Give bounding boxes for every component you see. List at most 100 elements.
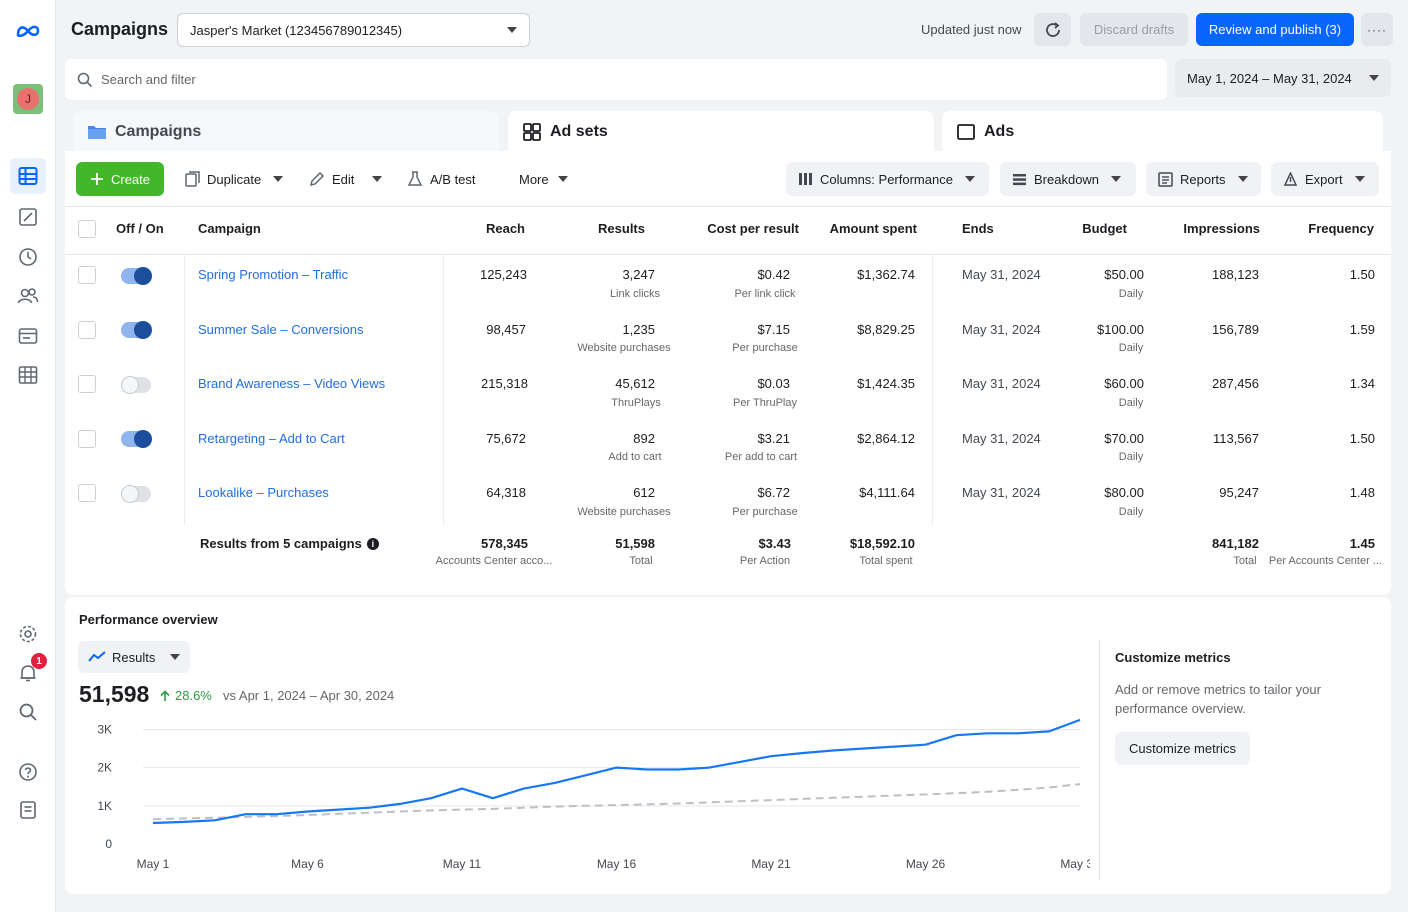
chevron-down-icon bbox=[273, 176, 284, 182]
notifications-bell-icon[interactable] bbox=[10, 655, 46, 691]
date-range-label: May 1, 2024 – May 31, 2024 bbox=[1187, 70, 1352, 86]
campaign-name-link[interactable]: Spring Promotion – Traffic bbox=[198, 267, 349, 282]
discard-drafts-button[interactable]: Discard drafts bbox=[1080, 13, 1188, 46]
metric-label: Results bbox=[112, 649, 156, 665]
tab-ad-sets[interactable]: Ad sets bbox=[508, 111, 934, 153]
billing-icon[interactable] bbox=[10, 318, 46, 354]
row-checkbox[interactable] bbox=[78, 375, 96, 393]
reports-button[interactable]: Reports bbox=[1146, 162, 1261, 196]
export-button[interactable]: Export bbox=[1271, 162, 1379, 196]
campaign-name-link[interactable]: Brand Awareness – Video Views bbox=[198, 376, 386, 391]
account-avatar[interactable]: J bbox=[13, 84, 43, 114]
campaign-toggle[interactable] bbox=[121, 321, 152, 339]
audience-icon[interactable] bbox=[10, 278, 46, 314]
column-header-amount-spent[interactable]: Amount spent bbox=[829, 221, 917, 236]
chevron-down-icon bbox=[372, 176, 383, 182]
total-results-note: Total bbox=[629, 555, 653, 567]
cost-per-result-type: Per add to cart bbox=[724, 451, 798, 463]
row-checkbox[interactable] bbox=[78, 266, 96, 284]
more-options-button[interactable]: ···· bbox=[1361, 13, 1393, 46]
frequency-value: 1.59 bbox=[1349, 322, 1375, 337]
column-header-frequency[interactable]: Frequency bbox=[1308, 221, 1374, 236]
total-reach-note: Accounts Center acco... bbox=[435, 555, 553, 567]
refresh-button[interactable] bbox=[1034, 13, 1071, 46]
results-line-chart: 0 1K 2K 3K May 1 May 6 May 11 May 16 May 21 May 2… bbox=[97, 718, 1090, 871]
create-button[interactable]: Create bbox=[76, 162, 164, 196]
report-icon bbox=[1158, 171, 1173, 187]
toggle-knob bbox=[121, 485, 139, 503]
review-and-publish-button[interactable]: Review and publish (3) bbox=[1196, 13, 1354, 46]
campaigns-table-panel bbox=[65, 151, 1391, 595]
campaign-name-link[interactable]: Summer Sale – Conversions bbox=[198, 322, 364, 337]
more-label: More bbox=[519, 171, 549, 187]
row-checkbox[interactable] bbox=[78, 321, 96, 339]
x-tick-label: May 31 bbox=[1060, 857, 1090, 871]
campaign-toggle[interactable] bbox=[121, 267, 152, 285]
campaign-toggle[interactable] bbox=[121, 485, 151, 503]
x-tick-label: May 6 bbox=[291, 857, 324, 871]
search-placeholder: Search and filter bbox=[101, 72, 196, 87]
toggle-knob bbox=[134, 321, 152, 339]
tab-ads[interactable]: Ads bbox=[942, 111, 1383, 153]
search-icon[interactable] bbox=[10, 694, 46, 730]
row-checkbox[interactable] bbox=[78, 484, 96, 502]
previous-period-line bbox=[152, 783, 1081, 821]
impressions-value: 113,567 bbox=[1212, 431, 1259, 446]
y-tick-label: 3K bbox=[97, 722, 112, 736]
total-frequency-note: Per Accounts Center ... bbox=[1268, 555, 1382, 567]
toggle-knob bbox=[134, 267, 152, 285]
chevron-down-icon bbox=[170, 654, 180, 660]
account-selector[interactable]: Jasper's Market (123456789012345) bbox=[177, 13, 530, 47]
columns-label: Columns: Performance bbox=[820, 171, 953, 187]
select-all-checkbox[interactable] bbox=[78, 220, 96, 238]
total-reach: 578,345 bbox=[481, 536, 528, 551]
campaign-name-link[interactable]: Retargeting – Add to Cart bbox=[198, 431, 345, 446]
column-header-cost-per-result[interactable]: Cost per result bbox=[707, 221, 799, 236]
create-label: Create bbox=[110, 171, 151, 187]
column-header-budget[interactable]: Budget bbox=[1082, 221, 1127, 236]
column-header-ends[interactable]: Ends bbox=[962, 221, 994, 236]
info-icon[interactable]: i bbox=[366, 537, 379, 550]
impressions-value: 156,789 bbox=[1212, 322, 1259, 337]
column-divider bbox=[443, 255, 444, 525]
budget-value: $70.00 bbox=[1104, 431, 1144, 446]
results-value: 892 bbox=[633, 431, 655, 446]
results-value: 45,612 bbox=[615, 376, 655, 391]
column-header-impressions[interactable]: Impressions bbox=[1183, 221, 1260, 236]
edit-icon[interactable] bbox=[10, 199, 46, 235]
clock-icon[interactable] bbox=[10, 239, 46, 275]
chevron-down-icon bbox=[1111, 176, 1122, 182]
campaign-toggle[interactable] bbox=[121, 430, 152, 448]
metric-selector[interactable]: Results bbox=[78, 641, 190, 673]
tab-campaigns[interactable]: Campaigns bbox=[73, 111, 499, 153]
duplicate-button[interactable]: Duplicate bbox=[185, 162, 284, 196]
date-range-picker[interactable]: May 1, 2024 – May 31, 2024 bbox=[1175, 59, 1391, 97]
campaign-toggle[interactable] bbox=[121, 376, 151, 394]
columns-button[interactable]: Columns: Performance bbox=[786, 162, 989, 196]
columns-icon bbox=[799, 173, 812, 185]
pages-icon[interactable] bbox=[10, 792, 46, 828]
reports-grid-icon[interactable] bbox=[10, 357, 46, 393]
results-type: Website purchases bbox=[577, 506, 671, 518]
ads-manager-icon[interactable] bbox=[10, 158, 46, 194]
more-actions-button[interactable]: More bbox=[519, 162, 568, 196]
row-checkbox[interactable] bbox=[78, 430, 96, 448]
duplicate-label: Duplicate bbox=[207, 171, 262, 187]
help-icon[interactable] bbox=[10, 754, 46, 790]
campaign-name-link[interactable]: Lookalike – Purchases bbox=[198, 485, 329, 500]
ab-test-button[interactable]: A/B test bbox=[407, 162, 476, 196]
ends-date: May 31, 2024 bbox=[962, 322, 1041, 337]
customize-metrics-button[interactable]: Customize metrics bbox=[1115, 732, 1250, 765]
results-value: 1,235 bbox=[622, 322, 655, 337]
column-header-results[interactable]: Results bbox=[598, 221, 645, 236]
cost-per-result-type: Per ThruPlay bbox=[733, 397, 797, 409]
edit-button[interactable]: Edit bbox=[309, 162, 383, 196]
column-header-off-on[interactable]: Off / On bbox=[116, 221, 164, 236]
column-header-campaign[interactable]: Campaign bbox=[198, 221, 261, 236]
column-header-reach[interactable]: Reach bbox=[485, 221, 525, 236]
meta-logo-icon[interactable] bbox=[10, 13, 46, 49]
settings-gear-icon[interactable] bbox=[10, 616, 46, 652]
search-and-filter-bar[interactable]: Search and filter bbox=[65, 59, 1167, 100]
current-period-line bbox=[152, 718, 1081, 825]
breakdown-button[interactable]: Breakdown bbox=[1000, 162, 1136, 196]
